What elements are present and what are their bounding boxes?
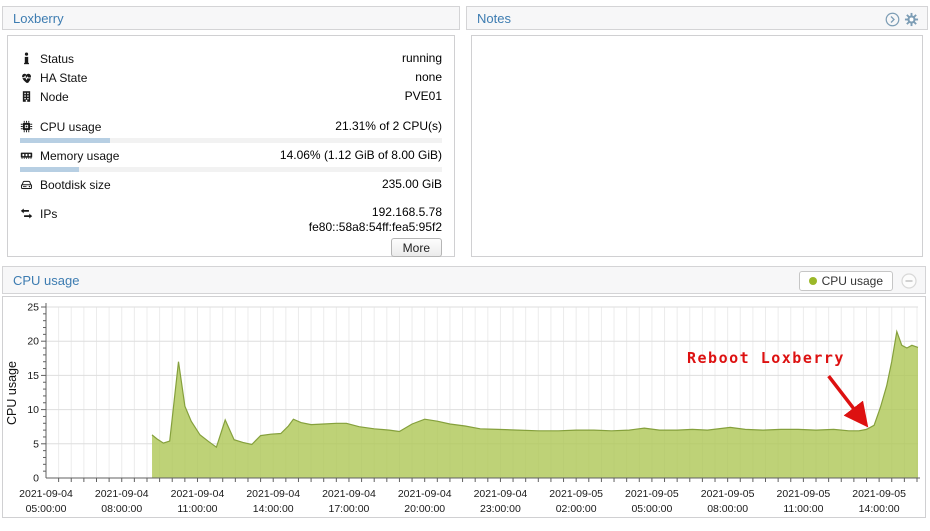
- svg-text:08:00:00: 08:00:00: [101, 503, 142, 515]
- svg-text:2021-09-05: 2021-09-05: [625, 488, 679, 500]
- summary-row: Memory usage 14.06% (1.12 GiB of 8.00 Gi…: [8, 146, 454, 172]
- chevron-circle-icon[interactable]: [885, 12, 900, 27]
- more-row: More: [8, 235, 454, 257]
- svg-text:2021-09-05: 2021-09-05: [549, 488, 603, 500]
- cpu-usage-panel: CPU usage CPU usage 0 5 10 15 20 25 2021-09-04…: [2, 266, 926, 518]
- summary-row: Status running: [8, 49, 454, 68]
- svg-text:2021-09-04: 2021-09-04: [322, 488, 376, 500]
- notes-panel-body[interactable]: [471, 35, 923, 257]
- svg-text:08:00:00: 08:00:00: [707, 503, 748, 515]
- vm-status-rows: Status running HA State none Node PVE01 …: [8, 49, 454, 235]
- usage-progress-bar: [20, 138, 442, 143]
- usage-progress-bar: [20, 167, 442, 172]
- memory-icon: [20, 149, 40, 162]
- cpu-usage-line: [151, 329, 919, 449]
- vm-panel-body: Status running HA State none Node PVE01 …: [7, 35, 455, 257]
- cpu-usage-chart-body: 0 5 10 15 20 25 2021-09-04 05:00:00 2021-09-04 08…: [2, 296, 926, 518]
- svg-text:17:00:00: 17:00:00: [329, 503, 370, 515]
- summary-row: HA State none: [8, 68, 454, 87]
- notes-panel: Notes: [466, 6, 928, 257]
- cpu-icon: [20, 120, 40, 133]
- reboot-annotation: Reboot Loxberry: [687, 349, 845, 367]
- legend-label: CPU usage: [821, 273, 883, 288]
- heartbeat-icon: [20, 71, 40, 84]
- svg-text:2021-09-05: 2021-09-05: [701, 488, 755, 500]
- vm-summary-panel: Loxberry Status running HA State none No…: [2, 6, 460, 257]
- svg-text:0: 0: [33, 473, 39, 485]
- svg-text:25: 25: [27, 302, 39, 314]
- summary-row: IPs 192.168.5.78 fe80::58a8:54ff:fea5:95…: [8, 205, 454, 235]
- y-axis-label: CPU usage: [5, 361, 19, 425]
- svg-text:2021-09-05: 2021-09-05: [777, 488, 831, 500]
- svg-text:2021-09-04: 2021-09-04: [95, 488, 149, 500]
- cpu-usage-legend-button[interactable]: CPU usage: [798, 271, 893, 291]
- minus-circle-icon[interactable]: [901, 273, 917, 289]
- svg-text:11:00:00: 11:00:00: [783, 503, 823, 515]
- cpu-usage-panel-title: CPU usage: [13, 273, 80, 288]
- svg-text:05:00:00: 05:00:00: [26, 503, 67, 515]
- notes-panel-title: Notes: [477, 11, 511, 26]
- cpu-usage-area: [152, 331, 918, 478]
- svg-text:20:00:00: 20:00:00: [404, 503, 445, 515]
- svg-text:05:00:00: 05:00:00: [631, 503, 672, 515]
- svg-text:23:00:00: 23:00:00: [480, 503, 521, 515]
- cpu-usage-panel-header: CPU usage CPU usage: [2, 266, 926, 294]
- svg-text:10: 10: [27, 404, 39, 416]
- legend-dot-icon: [808, 277, 817, 285]
- summary-row: CPU usage 21.31% of 2 CPU(s): [8, 117, 454, 143]
- cpu-usage-chart: 0 5 10 15 20 25 2021-09-04 05:00:00 2021-09-04 08…: [5, 302, 920, 515]
- more-button[interactable]: More: [390, 238, 442, 257]
- svg-text:2021-09-04: 2021-09-04: [474, 488, 528, 500]
- svg-text:14:00:00: 14:00:00: [859, 503, 900, 515]
- svg-text:2021-09-04: 2021-09-04: [171, 488, 225, 500]
- summary-row: Node PVE01: [8, 87, 454, 106]
- svg-text:02:00:00: 02:00:00: [556, 503, 597, 515]
- exchange-icon: [20, 207, 40, 220]
- svg-text:2021-09-04: 2021-09-04: [246, 488, 300, 500]
- info-icon: [20, 52, 40, 65]
- summary-row: Bootdisk size 235.00 GiB: [8, 175, 454, 194]
- node-icon: [20, 90, 40, 103]
- notes-header-icons: [885, 12, 919, 27]
- svg-text:14:00:00: 14:00:00: [253, 503, 294, 515]
- svg-text:15: 15: [27, 370, 39, 382]
- svg-text:11:00:00: 11:00:00: [177, 503, 217, 515]
- svg-text:5: 5: [33, 438, 39, 450]
- reboot-arrow: [827, 375, 869, 428]
- svg-text:20: 20: [27, 336, 39, 348]
- disk-icon: [20, 178, 40, 191]
- svg-text:2021-09-05: 2021-09-05: [852, 488, 906, 500]
- notes-panel-header: Notes: [466, 6, 928, 30]
- gear-icon[interactable]: [904, 12, 919, 27]
- svg-text:2021-09-04: 2021-09-04: [398, 488, 452, 500]
- vm-panel-title: Loxberry: [13, 11, 64, 26]
- svg-text:2021-09-04: 2021-09-04: [19, 488, 73, 500]
- vm-panel-header: Loxberry: [2, 6, 460, 30]
